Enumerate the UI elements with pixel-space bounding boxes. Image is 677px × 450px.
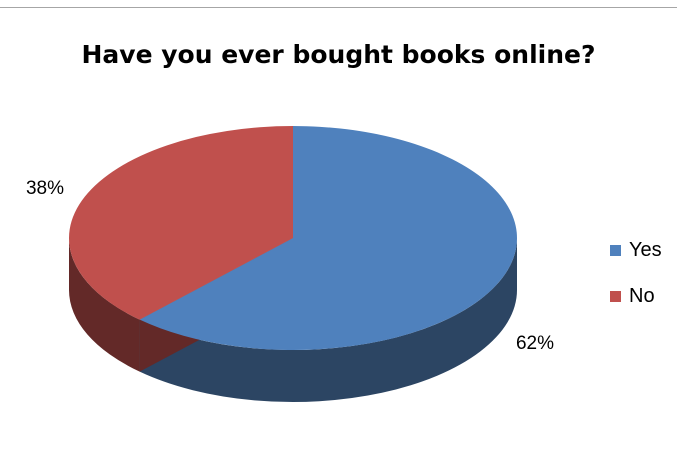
data-label-no: 38% [26, 178, 64, 199]
legend-label-yes: Yes [629, 238, 662, 261]
pie-side-yes [139, 238, 518, 403]
legend-item-no: No [610, 284, 662, 308]
legend-item-yes: Yes [610, 238, 662, 262]
legend-swatch-yes [610, 244, 621, 256]
top-divider [0, 7, 677, 8]
legend-label-no: No [629, 284, 655, 307]
pie-side-no [68, 238, 140, 372]
legend-swatch-no [610, 290, 621, 302]
data-label-yes: 62% [516, 333, 554, 354]
pie-slice-no [68, 126, 294, 320]
chart-title: Have you ever bought books online? [81, 40, 596, 69]
legend: Yes No [610, 238, 662, 330]
pie-slice-yes [139, 126, 517, 350]
